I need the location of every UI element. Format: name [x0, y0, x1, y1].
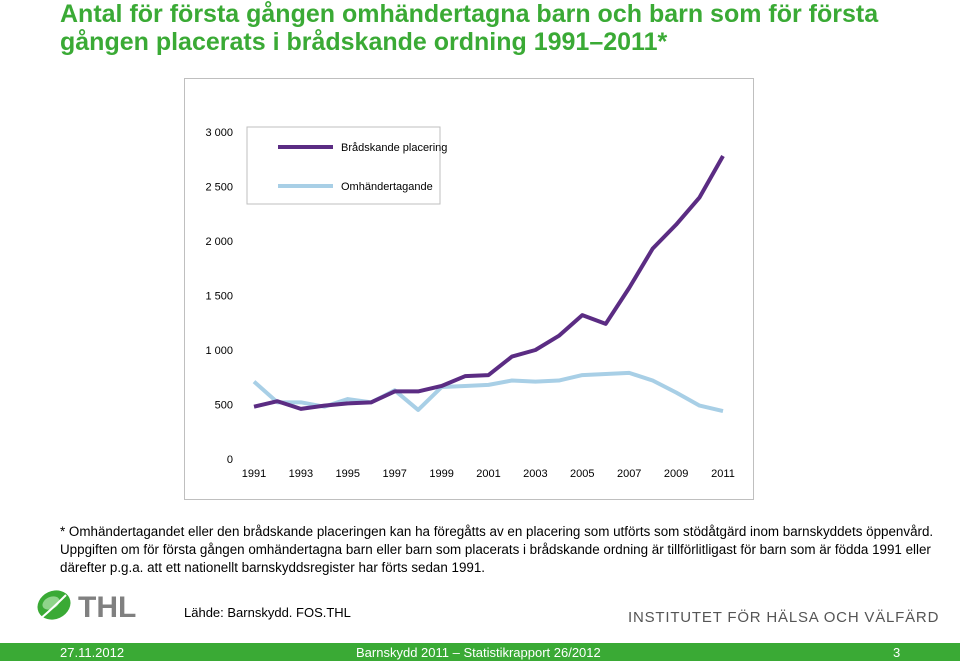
x-tick-label: 2001 [476, 468, 500, 480]
x-tick-label: 1999 [429, 468, 453, 480]
footer-report-title: Barnskydd 2011 – Statistikrapport 26/201… [356, 645, 601, 660]
y-tick-label: 1 500 [205, 291, 233, 303]
footnote: * Omhändertagandet eller den brådskande … [60, 524, 934, 575]
series-line-0 [253, 154, 725, 411]
source-note: Lähde: Barnskydd. FOS.THL [184, 605, 351, 620]
x-tick-label: 2011 [711, 468, 735, 480]
leaf-icon [37, 590, 71, 620]
line-chart: 0 500 1 000 1 500 2 000 2 500 3 000 1991 1993 199… [205, 126, 735, 480]
legend: Brådskande placering Omhändertagande [246, 126, 447, 205]
x-tick-label: 2005 [570, 468, 594, 480]
x-tick-label: 1991 [242, 468, 266, 480]
y-tick-label: 2 500 [205, 182, 233, 194]
institute-name: INSTITUTET FÖR HÄLSA OCH VÄLFÄRD [628, 609, 940, 626]
x-tick-label: 1993 [289, 468, 313, 480]
legend-label-1: Omhändertagande [341, 181, 433, 193]
y-tick-label: 2 000 [205, 236, 233, 248]
chart-frame: 0 500 1 000 1 500 2 000 2 500 3 000 1991 1993 199… [184, 78, 754, 500]
x-tick-label: 1997 [382, 468, 406, 480]
legend-box [246, 126, 441, 205]
footer-bar: 27.11.2012 Barnskydd 2011 – Statistikrap… [0, 643, 960, 661]
y-tick-label: 0 [227, 454, 233, 466]
x-tick-label: 2007 [617, 468, 641, 480]
thl-logo: THL [34, 587, 164, 627]
x-tick-label: 1995 [336, 468, 360, 480]
footer-date: 27.11.2012 [60, 645, 125, 660]
footer-page-number: 3 [893, 645, 901, 660]
slide-title: Antal för första gången omhändertagna ba… [60, 0, 879, 56]
legend-label-0: Brådskande placering [341, 142, 447, 154]
x-tick-label: 2003 [523, 468, 547, 480]
y-tick-label: 500 [215, 400, 233, 412]
y-tick-label: 1 000 [205, 345, 233, 357]
y-tick-label: 3 000 [205, 127, 233, 139]
x-tick-label: 2009 [664, 468, 688, 480]
logo-text: THL [78, 591, 136, 624]
